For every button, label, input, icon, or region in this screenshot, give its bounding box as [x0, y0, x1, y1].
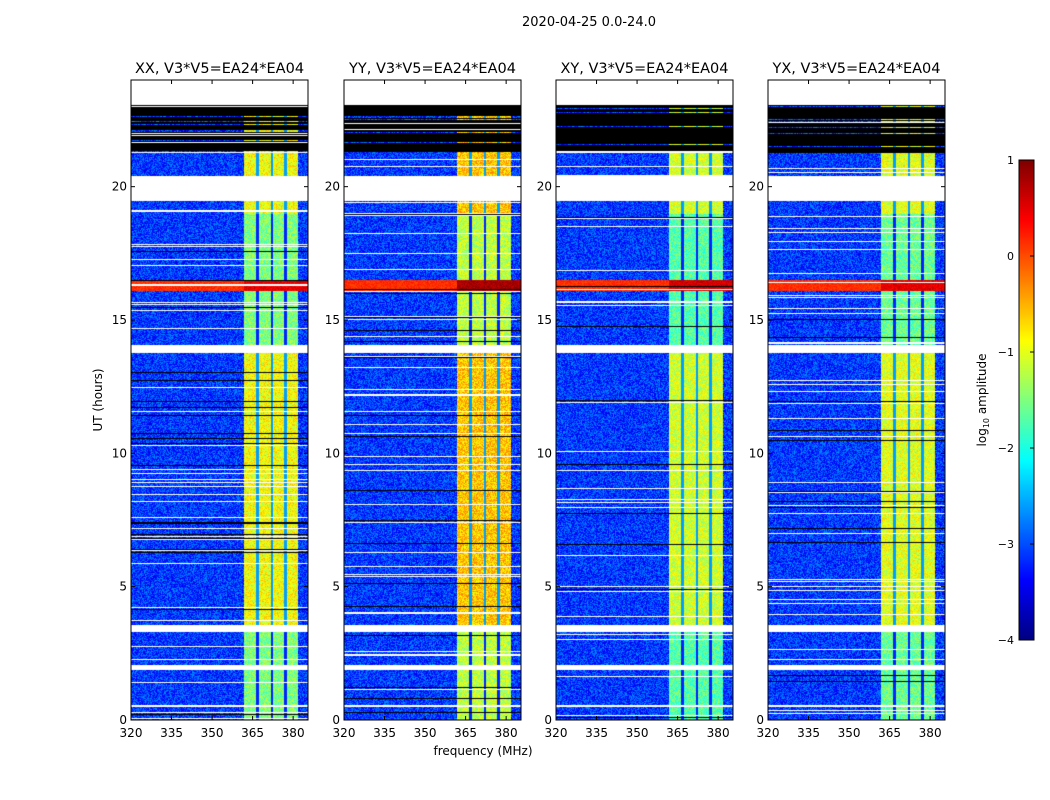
y-tick-label: 10	[325, 446, 340, 460]
panel-frame	[767, 79, 946, 721]
x-tick-label: 320	[757, 726, 780, 740]
spectrogram-panel-2	[344, 80, 521, 720]
y-tick-label: 10	[749, 446, 764, 460]
y-tick-label: 0	[119, 713, 127, 727]
panel-title: YX, V3*V5=EA24*EA04	[771, 61, 940, 77]
x-tick-label: 350	[626, 726, 649, 740]
y-tick-label: 0	[756, 713, 764, 727]
y-tick-label: 20	[112, 180, 127, 194]
y-tick-label: 0	[332, 713, 340, 727]
colorbar-label: log10 amplitude	[975, 354, 991, 447]
x-tick-label: 365	[666, 726, 689, 740]
x-tick-label: 380	[707, 726, 730, 740]
y-tick-label: 15	[537, 313, 552, 327]
panel-frame	[130, 79, 309, 721]
x-tick-label: 380	[495, 726, 518, 740]
x-tick-label: 365	[454, 726, 477, 740]
x-tick-label: 350	[201, 726, 224, 740]
spectrogram-panel-3	[556, 80, 733, 720]
spectrogram-panel-4	[768, 80, 945, 720]
x-tick-label: 365	[878, 726, 901, 740]
colorbar-tick-label: −1	[998, 346, 1014, 359]
x-axis-label: frequency (MHz)	[433, 744, 532, 758]
x-tick-label: 335	[797, 726, 820, 740]
colorbar	[1019, 160, 1034, 640]
x-tick-label: 335	[160, 726, 183, 740]
colorbar-tick-label: −3	[998, 538, 1014, 551]
colorbar-frame	[1018, 159, 1035, 641]
y-axis-label: UT (hours)	[91, 368, 105, 431]
colorbar-tick-label: 0	[1007, 250, 1014, 263]
y-tick-label: 5	[332, 580, 340, 594]
y-tick-label: 0	[544, 713, 552, 727]
x-tick-label: 320	[120, 726, 143, 740]
colorbar-tick-label: 1	[1007, 154, 1014, 167]
spectrogram-panel-1	[131, 80, 308, 720]
x-tick-label: 380	[919, 726, 942, 740]
x-tick-label: 380	[282, 726, 305, 740]
y-tick-label: 15	[325, 313, 340, 327]
x-tick-label: 320	[545, 726, 568, 740]
x-tick-label: 335	[373, 726, 396, 740]
y-tick-label: 15	[749, 313, 764, 327]
colorbar-tick-label: −4	[998, 634, 1014, 647]
x-tick-label: 335	[585, 726, 608, 740]
panel-title: YY, V3*V5=EA24*EA04	[348, 61, 516, 77]
y-tick-label: 20	[749, 180, 764, 194]
x-tick-label: 320	[333, 726, 356, 740]
x-tick-label: 350	[414, 726, 437, 740]
figure-title: 2020-04-25 0.0-24.0	[522, 15, 656, 30]
x-tick-label: 365	[241, 726, 264, 740]
y-tick-label: 5	[756, 580, 764, 594]
panel-frame	[555, 79, 734, 721]
y-tick-label: 10	[537, 446, 552, 460]
y-tick-label: 15	[112, 313, 127, 327]
y-tick-label: 20	[325, 180, 340, 194]
panel-title: XY, V3*V5=EA24*EA04	[560, 61, 728, 77]
y-tick-label: 10	[112, 446, 127, 460]
x-tick-label: 350	[838, 726, 861, 740]
y-tick-label: 5	[119, 580, 127, 594]
panel-frame	[343, 79, 522, 721]
y-tick-label: 5	[544, 580, 552, 594]
colorbar-tick-label: −2	[998, 442, 1014, 455]
panel-title: XX, V3*V5=EA24*EA04	[135, 61, 304, 77]
y-tick-label: 20	[537, 180, 552, 194]
